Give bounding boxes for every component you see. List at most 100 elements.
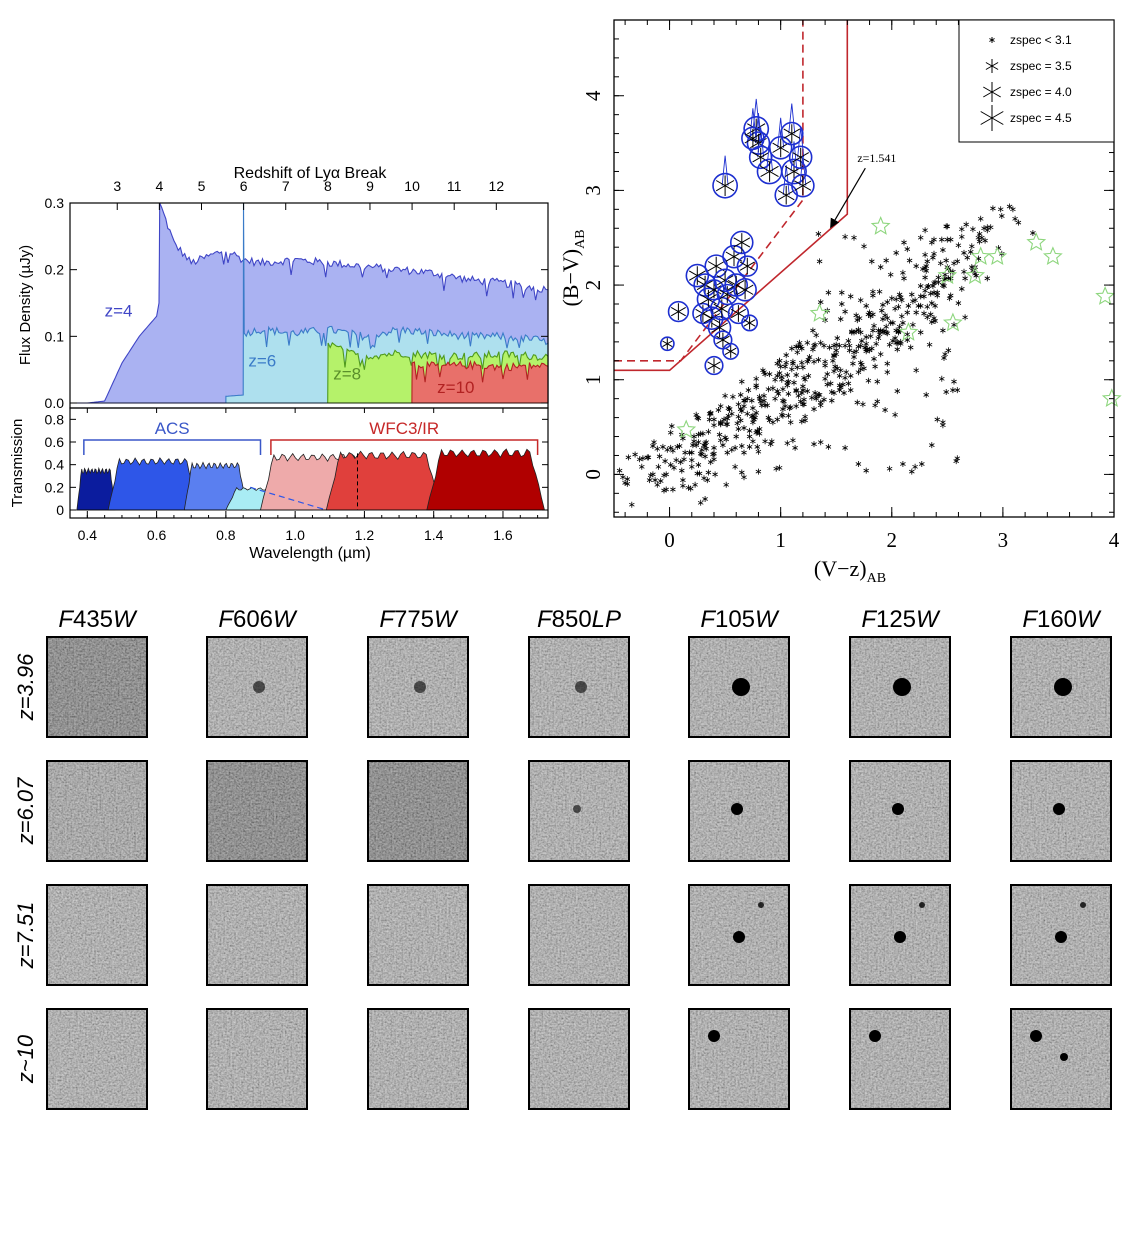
data-point	[959, 285, 965, 292]
data-point	[741, 425, 747, 431]
data-point	[811, 406, 817, 413]
filter-dashed-blue	[249, 486, 327, 511]
data-point	[790, 437, 796, 444]
data-point	[762, 438, 768, 445]
data-point	[667, 444, 674, 451]
image-stamp	[46, 760, 148, 862]
data-point	[691, 438, 697, 445]
data-point	[775, 390, 782, 397]
wavelength-x-label: Wavelength (µm)	[249, 545, 371, 562]
data-point	[677, 459, 684, 466]
data-point	[913, 309, 919, 316]
data-point	[706, 410, 713, 417]
data-point	[715, 407, 722, 413]
lower-limit-arrow	[788, 103, 796, 134]
data-point	[962, 275, 968, 282]
data-point	[1030, 230, 1036, 236]
image-stamp	[688, 1008, 790, 1110]
source-blob	[892, 803, 904, 815]
data-point	[737, 406, 744, 413]
data-point	[785, 390, 792, 397]
image-stamp	[367, 760, 469, 862]
data-point	[929, 300, 935, 307]
source-blob	[758, 902, 764, 908]
data-point	[780, 386, 786, 393]
color-color-frame	[613, 19, 1115, 518]
data-point	[671, 464, 677, 471]
green-star	[1042, 246, 1063, 266]
data-point	[857, 297, 864, 304]
top-tick-label: 6	[240, 178, 248, 194]
data-point	[899, 313, 905, 320]
data-point	[861, 365, 867, 372]
source-blob	[573, 805, 581, 813]
data-point	[805, 372, 812, 379]
image-stamp	[46, 884, 148, 986]
lower-limit-arrow	[799, 155, 807, 186]
green-star	[987, 246, 1008, 266]
data-point	[712, 471, 718, 478]
data-point	[772, 376, 778, 383]
data-point	[924, 314, 931, 321]
wavelength-tick: 1.2	[355, 527, 375, 543]
data-point	[882, 312, 888, 319]
data-point	[679, 467, 685, 474]
source-blob	[732, 678, 750, 696]
data-point	[802, 413, 808, 420]
data-point	[951, 321, 957, 328]
data-point	[730, 393, 736, 400]
data-point	[821, 342, 827, 349]
data-point	[774, 360, 781, 367]
data-point	[724, 421, 731, 428]
data-point	[739, 378, 745, 385]
spec-z-star	[792, 147, 810, 167]
data-point	[907, 344, 914, 351]
selection-dashed-line	[614, 20, 804, 362]
spec-z-star	[744, 129, 762, 148]
data-point	[944, 236, 951, 243]
data-point	[789, 366, 795, 373]
data-point	[723, 436, 729, 443]
data-point	[874, 398, 881, 405]
data-point	[829, 389, 835, 395]
color-color-panel: 0 1 2 3 4 0 1 2 3 4 (V−z)AB (B−V)AB z=1.541 zspec…	[558, 19, 1122, 586]
data-point	[624, 480, 631, 487]
source-blob	[253, 681, 265, 693]
data-point	[901, 275, 907, 282]
data-point	[896, 323, 903, 330]
data-point	[699, 446, 705, 453]
data-point	[940, 422, 946, 429]
image-stamp	[206, 884, 308, 986]
spec-z-star	[772, 138, 790, 158]
data-point	[904, 309, 911, 316]
data-point	[667, 461, 674, 468]
data-point	[919, 461, 925, 467]
data-point	[834, 335, 841, 342]
data-point	[863, 346, 869, 353]
data-point	[940, 327, 946, 334]
data-point	[766, 371, 773, 378]
top-tick-label: 10	[404, 178, 420, 194]
bracket-ACS	[83, 439, 262, 455]
data-point	[804, 358, 811, 365]
data-point	[984, 275, 991, 282]
data-point	[855, 461, 862, 467]
data-point	[842, 374, 848, 381]
data-point	[915, 302, 922, 309]
data-point	[1015, 219, 1022, 226]
data-point	[926, 341, 933, 348]
green-star	[1026, 232, 1047, 251]
spec-z-circle	[712, 172, 739, 199]
data-point	[812, 390, 818, 396]
data-point	[884, 369, 891, 376]
data-point	[871, 322, 877, 329]
data-point	[765, 386, 772, 393]
data-point	[879, 307, 885, 314]
data-point	[862, 344, 868, 351]
source-blob	[893, 678, 911, 696]
data-point	[695, 461, 702, 468]
data-point	[746, 427, 753, 434]
data-point	[795, 392, 802, 399]
data-point	[625, 454, 632, 461]
color-color-y-label: (B−V)AB	[558, 229, 588, 306]
